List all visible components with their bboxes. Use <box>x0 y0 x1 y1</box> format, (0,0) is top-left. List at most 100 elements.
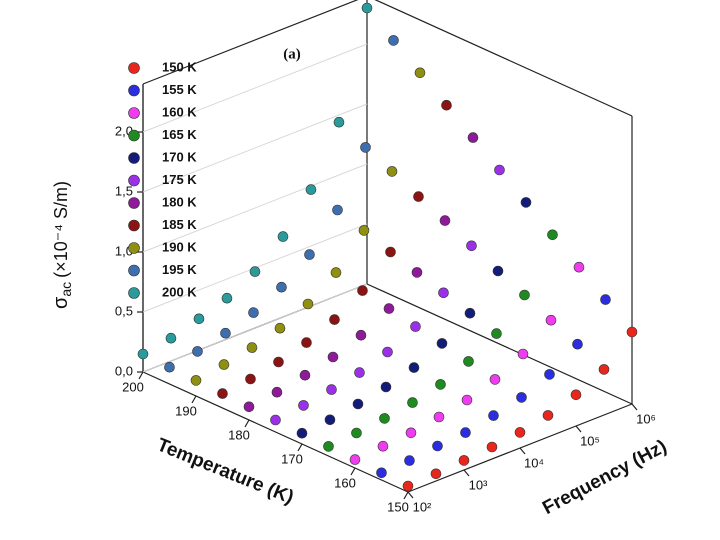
data-point <box>460 427 471 438</box>
x-tick <box>631 403 638 411</box>
grid-line <box>142 163 368 253</box>
data-point <box>432 440 443 452</box>
t-tick <box>350 467 356 476</box>
data-point <box>414 67 426 79</box>
data-point <box>405 427 417 439</box>
data-point <box>192 346 203 357</box>
legend-label: 150 K <box>162 59 197 74</box>
legend-marker <box>128 62 140 74</box>
data-point <box>489 374 501 385</box>
data-point <box>519 289 530 301</box>
data-point <box>333 116 345 128</box>
x-tick-label: 10⁴ <box>524 455 544 470</box>
legend-marker <box>128 219 140 232</box>
legend-label: 200 K <box>162 284 197 299</box>
data-point <box>441 99 452 111</box>
data-point <box>298 400 309 411</box>
data-point <box>542 410 554 421</box>
z-tick-label: 0,5 <box>115 303 133 318</box>
chart-title: (a) <box>283 46 301 62</box>
data-point <box>466 240 477 252</box>
data-point <box>545 314 557 326</box>
data-point <box>164 361 175 373</box>
data-point <box>433 411 445 423</box>
data-point <box>358 225 370 236</box>
t-tick <box>138 371 144 380</box>
data-point <box>137 348 149 360</box>
data-point <box>494 164 505 176</box>
legend-marker <box>128 107 140 119</box>
data-point <box>435 379 446 390</box>
data-point <box>385 246 396 258</box>
grid-line <box>142 283 368 373</box>
t-tick-label: 180 <box>228 427 250 442</box>
data-point <box>349 454 361 465</box>
data-point <box>413 191 424 202</box>
data-point <box>600 294 611 305</box>
data-point <box>438 287 449 299</box>
data-point <box>249 266 261 277</box>
data-point <box>430 468 442 480</box>
data-point <box>193 313 205 325</box>
data-point <box>355 329 367 341</box>
x-tick-label: 10² <box>413 499 432 514</box>
data-point <box>305 184 317 195</box>
x-tick <box>407 491 414 499</box>
x-tick-label: 10³ <box>469 477 488 492</box>
data-point <box>327 351 339 363</box>
data-point <box>458 455 470 466</box>
data-point <box>486 441 498 453</box>
legend-marker <box>128 287 140 299</box>
data-point <box>388 35 399 46</box>
data-point <box>326 384 337 395</box>
z-label-symbol: σ <box>50 296 72 309</box>
data-point <box>376 467 387 479</box>
data-point <box>383 303 395 314</box>
data-point <box>492 265 504 277</box>
data-point <box>330 267 342 278</box>
data-point <box>304 249 315 260</box>
t-tick-label: 160 <box>334 475 356 490</box>
z-tick-label: 1,5 <box>115 183 133 198</box>
legend-label: 155 K <box>162 82 197 97</box>
data-point <box>547 229 558 241</box>
data-point <box>220 327 231 339</box>
data-point <box>467 132 479 143</box>
data-point <box>570 389 582 401</box>
data-point <box>302 298 314 310</box>
t-tick <box>244 419 250 428</box>
data-point <box>439 215 451 226</box>
data-point <box>329 314 340 325</box>
data-point <box>324 414 336 426</box>
data-point <box>461 394 473 406</box>
t-tick-label: 150 <box>387 499 409 514</box>
data-point <box>517 348 529 360</box>
z-label-subscript: ac <box>58 282 74 297</box>
x-tick-label: 10⁶ <box>636 411 656 426</box>
z-axis-label: σac (×10⁻⁴ S/m) <box>50 181 73 309</box>
data-point <box>491 328 502 339</box>
legend-marker <box>128 84 140 97</box>
data-point <box>360 142 371 153</box>
legend-label: 175 K <box>162 172 197 187</box>
data-point <box>572 338 583 350</box>
data-point <box>408 362 420 373</box>
data-point <box>514 427 526 438</box>
data-point <box>301 337 312 348</box>
data-point <box>402 480 414 492</box>
data-point <box>245 373 256 385</box>
box-edge <box>366 283 633 405</box>
data-point <box>274 322 286 334</box>
legend-label: 180 K <box>162 194 197 209</box>
legend-label: 170 K <box>162 149 197 164</box>
data-point <box>573 261 585 273</box>
data-point <box>410 321 421 332</box>
data-point <box>411 267 423 278</box>
data-point <box>277 231 289 242</box>
data-point <box>165 332 177 344</box>
data-point <box>332 204 343 216</box>
box-edge <box>374 0 633 117</box>
data-point <box>436 338 448 349</box>
data-point <box>273 356 284 368</box>
data-point <box>386 166 398 177</box>
